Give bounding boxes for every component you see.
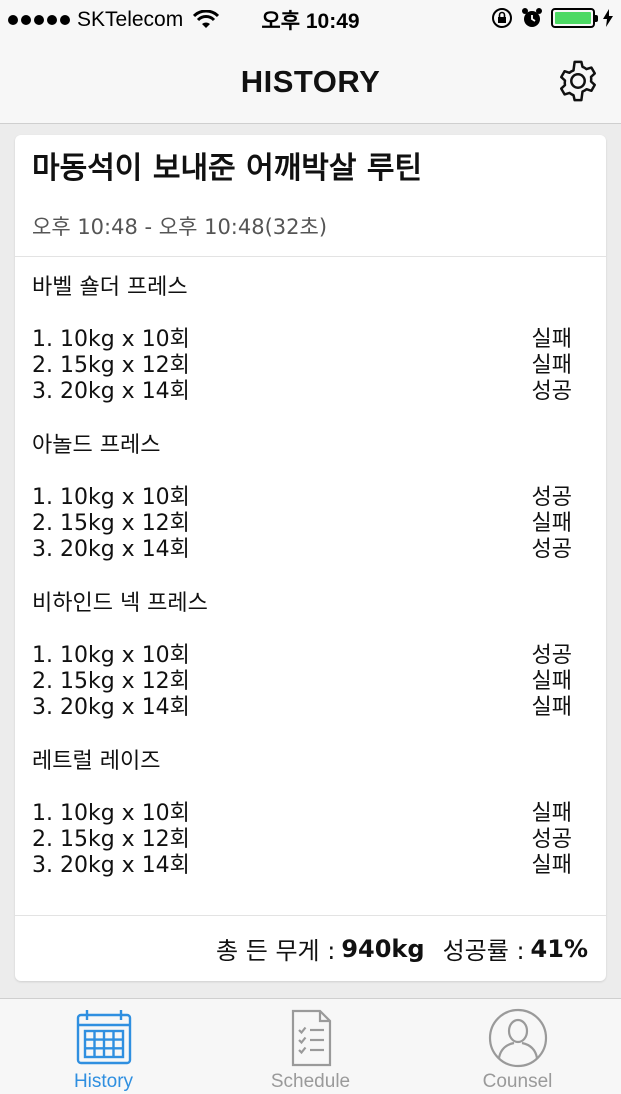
routine-title: 마동석이 보내준 어깨박살 루틴 bbox=[32, 151, 423, 186]
set-detail: 2. 15kg x 12회 bbox=[32, 511, 190, 536]
set-result: 실패 bbox=[531, 327, 572, 352]
carrier-name: SKTelecom bbox=[77, 8, 184, 31]
routine-history-card[interactable]: 마동석이 보내준 어깨박살 루틴 오후 10:48 - 오후 10:48(32초… bbox=[15, 135, 606, 981]
alarm-icon bbox=[522, 8, 542, 27]
routine-time-range: 오후 10:48 - 오후 10:48(32초) bbox=[32, 215, 328, 239]
tab-counsel-label: Counsel bbox=[482, 1071, 553, 1092]
calendar-icon bbox=[76, 1010, 131, 1065]
exercise-name: 아놀드 프레스 bbox=[32, 433, 161, 458]
checklist-icon bbox=[291, 1009, 331, 1067]
success-rate-label: 성공률 : bbox=[442, 937, 525, 965]
person-icon bbox=[488, 1008, 547, 1068]
total-weight-label: 총 든 무게 : bbox=[216, 937, 336, 965]
set-result: 성공 bbox=[531, 643, 572, 668]
wifi-icon bbox=[193, 10, 220, 28]
card-header: 마동석이 보내준 어깨박살 루틴 오후 10:48 - 오후 10:48(32초… bbox=[15, 135, 606, 257]
set-result: 실패 bbox=[531, 853, 572, 878]
set-result: 실패 bbox=[531, 511, 572, 536]
set-result: 성공 bbox=[531, 537, 572, 562]
set-row: 3. 20kg x 14회 실패 bbox=[32, 853, 589, 879]
exercise-name: 비하인드 넥 프레스 bbox=[32, 591, 208, 616]
set-row: 1. 10kg x 10회 실패 bbox=[32, 801, 589, 827]
tab-bar: History Schedule Counsel bbox=[0, 998, 621, 1094]
page-title: HISTORY bbox=[240, 63, 381, 99]
set-result: 실패 bbox=[531, 695, 572, 720]
set-detail: 3. 20kg x 14회 bbox=[32, 853, 190, 878]
set-row: 1. 10kg x 10회 성공 bbox=[32, 485, 589, 511]
summary-footer: 총 든 무게 : 940kg 성공률 : 41% bbox=[15, 915, 606, 981]
set-result: 실패 bbox=[531, 801, 572, 826]
tab-counsel[interactable]: Counsel bbox=[414, 999, 621, 1094]
set-result: 성공 bbox=[531, 485, 572, 510]
set-detail: 1. 10kg x 10회 bbox=[32, 801, 190, 826]
set-detail: 3. 20kg x 14회 bbox=[32, 379, 190, 404]
set-row: 2. 15kg x 12회 실패 bbox=[32, 669, 589, 695]
navigation-bar: HISTORY bbox=[0, 40, 621, 124]
tab-schedule[interactable]: Schedule bbox=[207, 999, 414, 1094]
set-row: 2. 15kg x 12회 성공 bbox=[32, 827, 589, 853]
exercise-block: 아놀드 프레스 1. 10kg x 10회 성공 2. 15kg x 12회 실패 3. … bbox=[32, 431, 589, 563]
set-detail: 2. 15kg x 12회 bbox=[32, 827, 190, 852]
tab-schedule-label: Schedule bbox=[270, 1071, 351, 1092]
set-row: 2. 15kg x 12회 실패 bbox=[32, 511, 589, 537]
total-weight-value: 940kg bbox=[341, 934, 425, 963]
set-result: 성공 bbox=[531, 827, 572, 852]
battery-icon bbox=[551, 8, 598, 28]
charging-bolt-icon bbox=[603, 9, 613, 27]
set-row: 1. 10kg x 10회 실패 bbox=[32, 327, 589, 353]
exercise-name: 바벨 숄더 프레스 bbox=[32, 275, 188, 300]
signal-strength-icon bbox=[8, 15, 70, 25]
rotation-lock-icon bbox=[492, 8, 512, 28]
set-result: 실패 bbox=[531, 669, 572, 694]
set-detail: 1. 10kg x 10회 bbox=[32, 485, 190, 510]
status-bar: SKTelecom 오후 10:49 bbox=[0, 0, 621, 40]
set-result: 성공 bbox=[531, 379, 572, 404]
tab-history-label: History bbox=[73, 1071, 134, 1092]
set-row: 2. 15kg x 12회 실패 bbox=[32, 353, 589, 379]
exercise-block: 바벨 숄더 프레스 1. 10kg x 10회 실패 2. 15kg x 12회 실패 3… bbox=[32, 273, 589, 405]
exercise-list: 바벨 숄더 프레스 1. 10kg x 10회 실패 2. 15kg x 12회 실패 3… bbox=[15, 257, 606, 879]
set-detail: 1. 10kg x 10회 bbox=[32, 327, 190, 352]
set-detail: 1. 10kg x 10회 bbox=[32, 643, 190, 668]
tab-history[interactable]: History bbox=[0, 999, 207, 1094]
set-detail: 2. 15kg x 12회 bbox=[32, 669, 190, 694]
set-detail: 3. 20kg x 14회 bbox=[32, 537, 190, 562]
set-row: 3. 20kg x 14회 성공 bbox=[32, 379, 589, 405]
gear-icon[interactable] bbox=[555, 58, 601, 104]
success-rate-value: 41% bbox=[530, 934, 588, 963]
set-row: 1. 10kg x 10회 성공 bbox=[32, 643, 589, 669]
set-detail: 3. 20kg x 14회 bbox=[32, 695, 190, 720]
exercise-name: 레트럴 레이즈 bbox=[32, 749, 161, 774]
set-detail: 2. 15kg x 12회 bbox=[32, 353, 190, 378]
set-row: 3. 20kg x 14회 성공 bbox=[32, 537, 589, 563]
set-result: 실패 bbox=[531, 353, 572, 378]
set-row: 3. 20kg x 14회 실패 bbox=[32, 695, 589, 721]
exercise-block: 비하인드 넥 프레스 1. 10kg x 10회 성공 2. 15kg x 12회 실패… bbox=[32, 589, 589, 721]
exercise-block: 레트럴 레이즈 1. 10kg x 10회 실패 2. 15kg x 12회 성공 3. … bbox=[32, 747, 589, 879]
